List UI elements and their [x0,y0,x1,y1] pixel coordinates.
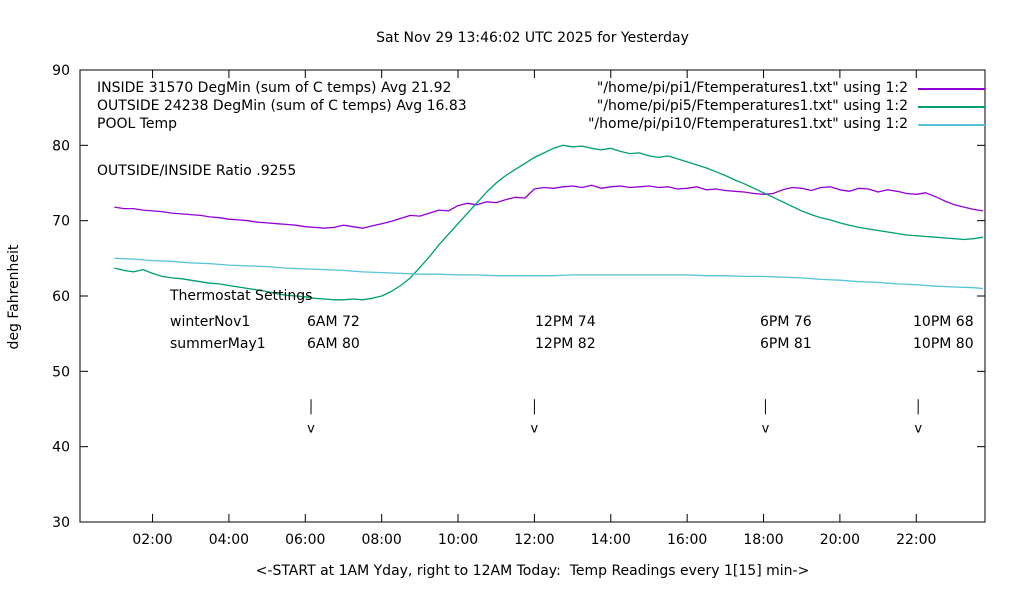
thermostat-summer-6pm: 6PM 81 [760,336,812,352]
legend-label-outside: OUTSIDE 24238 DegMin (sum of C temps) Av… [97,98,467,114]
svg-text:08:00: 08:00 [361,532,401,548]
legend-row-inside: INSIDE 31570 DegMin (sum of C temps) Avg… [0,80,1020,98]
svg-text:20:00: 20:00 [820,532,860,548]
legend-file-pool: "/home/pi/pi10/Ftemperatures1.txt" using… [587,116,908,132]
legend-row-outside: OUTSIDE 24238 DegMin (sum of C temps) Av… [0,98,1020,116]
svg-text:v: v [762,421,770,436]
legend-label-pool: POOL Temp [97,116,178,132]
svg-text:02:00: 02:00 [132,532,172,548]
thermostat-winter-6pm: 6PM 76 [760,314,812,330]
chart-title: Sat Nov 29 13:46:02 UTC 2025 for Yesterd… [376,30,689,46]
legend-file-outside: "/home/pi/pi5/Ftemperatures1.txt" using … [596,98,908,114]
svg-text:22:00: 22:00 [896,532,936,548]
svg-text:90: 90 [52,63,70,79]
legend-line-sample-pool [918,124,985,126]
thermostat-summer-10pm: 10PM 80 [913,336,974,352]
thermostat-summer-name: summerMay1 [170,336,266,352]
svg-text:50: 50 [52,364,70,380]
svg-text:v: v [531,421,539,436]
legend-row-pool: POOL Temp "/home/pi/pi10/Ftemperatures1.… [0,116,1020,134]
svg-text:12:00: 12:00 [514,532,554,548]
svg-text:10:00: 10:00 [438,532,478,548]
thermostat-winter-name: winterNov1 [170,314,251,330]
thermostat-row-summer: summerMay1 6AM 80 12PM 82 6PM 81 10PM 80 [0,336,1020,353]
svg-text:v: v [914,421,922,436]
thermostat-summer-12pm: 12PM 82 [535,336,596,352]
svg-text:40: 40 [52,440,70,456]
svg-text:80: 80 [52,138,70,154]
svg-text:14:00: 14:00 [591,532,631,548]
y-axis-label: deg Fahrenheit [6,244,22,350]
thermostat-row-winter: winterNov1 6AM 72 12PM 74 6PM 76 10PM 68 [0,314,1020,331]
svg-text:70: 70 [52,214,70,230]
outside-inside-ratio-text: OUTSIDE/INSIDE Ratio .9255 [97,163,297,179]
svg-text:18:00: 18:00 [743,532,783,548]
legend-file-inside: "/home/pi/pi1/Ftemperatures1.txt" using … [596,80,908,96]
thermostat-winter-12pm: 12PM 74 [535,314,596,330]
thermostat-winter-6am: 6AM 72 [307,314,360,330]
svg-text:16:00: 16:00 [667,532,707,548]
legend-line-sample-inside [918,88,985,90]
svg-text:v: v [307,421,315,436]
svg-text:06:00: 06:00 [285,532,325,548]
thermostat-winter-10pm: 10PM 68 [913,314,974,330]
x-axis-label: <-START at 1AM Yday, right to 12AM Today… [255,563,810,579]
thermostat-settings-heading: Thermostat Settings [170,288,313,304]
svg-text:60: 60 [52,289,70,305]
legend-line-sample-outside [918,106,985,108]
svg-text:30: 30 [52,515,70,531]
thermostat-summer-6am: 6AM 80 [307,336,360,352]
legend-label-inside: INSIDE 31570 DegMin (sum of C temps) Avg… [97,80,452,96]
svg-text:04:00: 04:00 [209,532,249,548]
